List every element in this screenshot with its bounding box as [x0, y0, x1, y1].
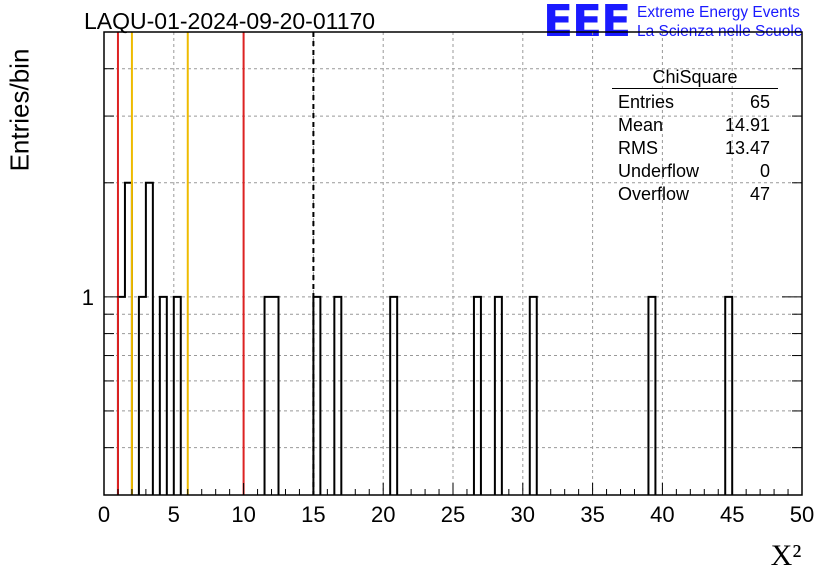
stats-row-underflow: Underflow 0	[612, 160, 778, 183]
stats-box: ChiSquare Entries 65 Mean 14.91 RMS 13.47 Unde…	[612, 66, 778, 206]
stats-value: 47	[749, 184, 770, 204]
histogram-bin	[495, 297, 502, 495]
x-tick-label: 25	[441, 502, 465, 527]
stats-value: 65	[749, 92, 770, 112]
histogram-bin	[146, 183, 153, 495]
x-axis-label: X²	[771, 539, 802, 572]
stats-name: ChiSquare	[612, 66, 778, 89]
histogram-bin	[272, 297, 279, 495]
stats-label: Underflow	[618, 161, 700, 181]
x-tick-label: 30	[511, 502, 535, 527]
x-tick-label: 50	[790, 502, 814, 527]
histogram-bin	[725, 297, 732, 495]
stats-value: 13.47	[724, 138, 770, 158]
y-tick-label: 1	[82, 285, 94, 310]
histogram-bin	[648, 297, 655, 495]
histogram-bin	[474, 297, 481, 495]
stats-row-rms: RMS 13.47	[612, 137, 778, 160]
histogram-bin	[530, 297, 537, 495]
x-tick-label: 20	[371, 502, 395, 527]
stats-row-overflow: Overflow 47	[612, 183, 778, 206]
x-tick-label: 0	[98, 502, 110, 527]
stats-label: Overflow	[618, 184, 690, 204]
stats-row-mean: Mean 14.91	[612, 114, 778, 137]
histogram-bin	[160, 297, 167, 495]
x-tick-label: 45	[720, 502, 744, 527]
x-tick-label: 35	[580, 502, 604, 527]
chart-title: LAQU-01-2024-09-20-01170	[84, 8, 376, 34]
stats-label: Entries	[618, 92, 675, 112]
eee-logo-mark: EEE	[543, 0, 631, 47]
stats-value: 14.91	[724, 115, 770, 135]
histogram-bars	[116, 181, 734, 495]
x-tick-label: 40	[650, 502, 674, 527]
histogram-bin	[334, 297, 341, 495]
logo-line-1: Extreme Energy Events	[637, 4, 800, 21]
histogram-bin	[265, 297, 272, 495]
x-tick-label: 10	[231, 502, 255, 527]
stats-value: 0	[759, 161, 770, 181]
histogram-bin	[313, 297, 320, 495]
stats-label: RMS	[618, 138, 658, 158]
histogram-bin	[118, 297, 125, 495]
stats-label: Mean	[618, 115, 664, 135]
stats-row-entries: Entries 65	[612, 91, 778, 114]
x-tick-label: 5	[168, 502, 180, 527]
histogram-bin	[390, 297, 397, 495]
histogram-bin	[139, 297, 146, 495]
histogram-bin	[125, 183, 132, 495]
stats-rows: Entries 65 Mean 14.91 RMS 13.47 Underflow 0 Over…	[612, 91, 778, 206]
histogram-bin	[174, 297, 181, 495]
x-tick-label: 15	[301, 502, 325, 527]
